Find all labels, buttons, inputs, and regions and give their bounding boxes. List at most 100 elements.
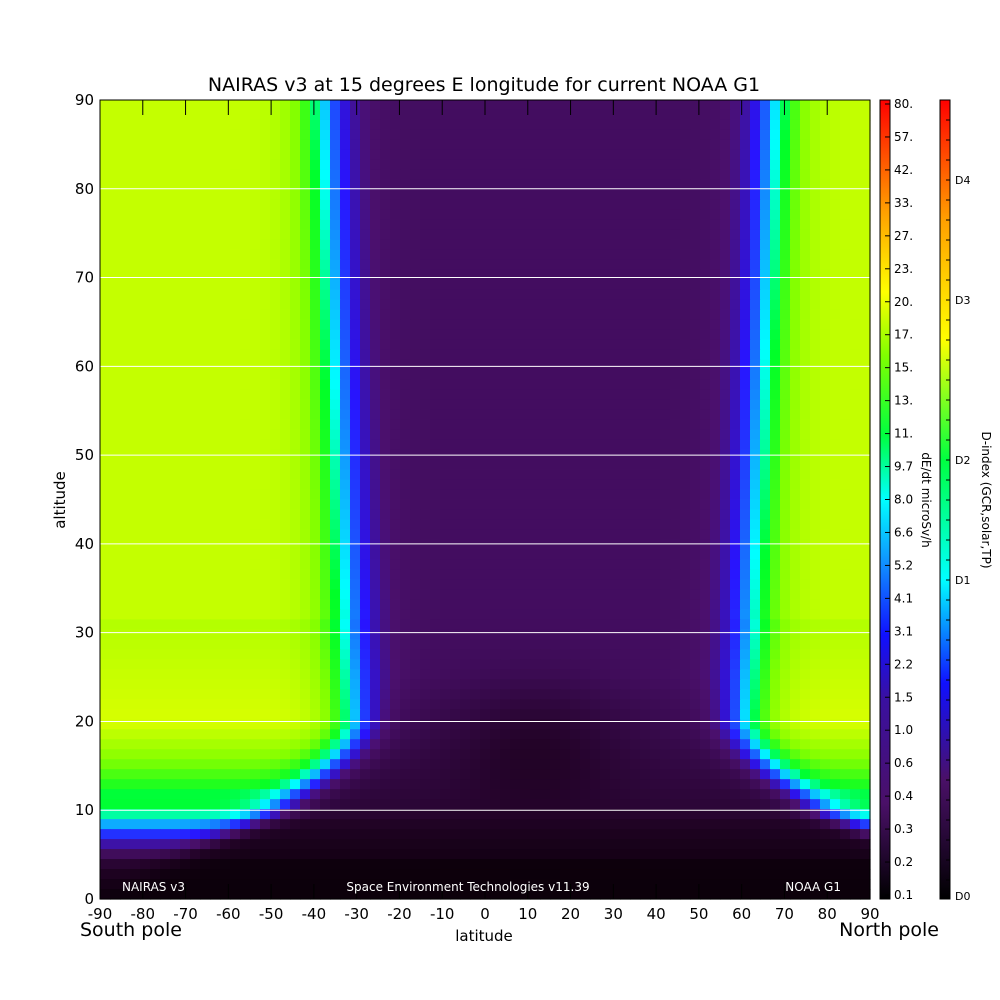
heatmap-cell bbox=[330, 279, 341, 291]
heatmap-cell bbox=[480, 419, 491, 431]
heatmap-cell bbox=[170, 659, 181, 670]
heatmap-cell bbox=[280, 519, 291, 531]
heatmap-cell bbox=[670, 269, 681, 281]
heatmap-cell bbox=[250, 179, 261, 191]
heatmap-cell bbox=[240, 299, 251, 311]
heatmap-cell bbox=[160, 309, 171, 321]
heatmap-cell bbox=[600, 349, 611, 361]
heatmap-cell bbox=[550, 559, 561, 571]
heatmap-cell bbox=[770, 719, 781, 730]
heatmap-cell bbox=[430, 129, 441, 141]
heatmap-cell bbox=[610, 609, 621, 620]
heatmap-cell bbox=[840, 189, 851, 201]
heatmap-cell bbox=[730, 529, 741, 541]
heatmap-cell bbox=[740, 359, 751, 371]
heatmap-cell bbox=[830, 229, 841, 241]
heatmap-cell bbox=[550, 599, 561, 610]
heatmap-cell bbox=[130, 649, 141, 660]
heatmap-cell bbox=[780, 379, 791, 391]
heatmap-cell bbox=[670, 119, 681, 131]
heatmap-cell bbox=[750, 479, 761, 491]
heatmap-cell bbox=[540, 209, 551, 221]
heatmap-cell bbox=[440, 409, 451, 421]
heatmap-cell bbox=[610, 139, 621, 151]
heatmap-cell bbox=[500, 139, 511, 151]
heatmap-cell bbox=[560, 639, 571, 650]
heatmap-cell bbox=[380, 399, 391, 411]
heatmap-cell bbox=[180, 259, 191, 271]
heatmap-cell bbox=[860, 649, 871, 660]
heatmap-cell bbox=[240, 539, 251, 551]
heatmap-cell bbox=[850, 679, 861, 690]
heatmap-cell bbox=[500, 339, 511, 351]
heatmap-cell bbox=[200, 119, 211, 131]
heatmap-cell bbox=[480, 719, 491, 730]
heatmap-cell bbox=[820, 569, 831, 580]
heatmap-cell bbox=[200, 259, 211, 271]
heatmap-cell bbox=[420, 369, 431, 381]
heatmap-cell bbox=[700, 569, 711, 580]
heatmap-cell bbox=[210, 139, 221, 151]
heatmap-cell bbox=[230, 599, 241, 610]
heatmap-cell bbox=[150, 359, 161, 371]
heatmap-cell bbox=[580, 229, 591, 241]
heatmap-cell bbox=[750, 349, 761, 361]
heatmap-cell bbox=[280, 499, 291, 511]
heatmap-cell bbox=[460, 579, 471, 590]
heatmap-cell bbox=[420, 239, 431, 251]
heatmap-cell bbox=[280, 599, 291, 610]
heatmap-cell bbox=[690, 249, 701, 261]
heatmap-cell bbox=[650, 409, 661, 421]
heatmap-cell bbox=[650, 309, 661, 321]
heatmap-cell bbox=[310, 509, 321, 521]
heatmap-cell bbox=[510, 589, 521, 600]
heatmap-cell bbox=[530, 100, 541, 111]
heatmap-cell bbox=[430, 239, 441, 251]
heatmap-cell bbox=[800, 369, 811, 381]
heatmap-cell bbox=[740, 239, 751, 251]
heatmap-cell bbox=[720, 159, 731, 171]
heatmap-cell bbox=[150, 299, 161, 311]
heatmap-cell bbox=[250, 329, 261, 341]
heatmap-cell bbox=[410, 549, 421, 561]
heatmap-cell bbox=[530, 529, 541, 541]
heatmap-cell bbox=[620, 269, 631, 281]
heatmap-cell bbox=[550, 719, 561, 730]
heatmap-cell bbox=[230, 259, 241, 271]
heatmap-cell bbox=[580, 509, 591, 521]
heatmap-cell bbox=[660, 469, 671, 481]
heatmap-cell bbox=[850, 339, 861, 351]
heatmap-cell bbox=[520, 429, 531, 441]
heatmap-cell bbox=[780, 329, 791, 341]
heatmap-cell bbox=[820, 359, 831, 371]
heatmap-cell bbox=[710, 409, 721, 421]
heatmap-cell bbox=[750, 379, 761, 391]
heatmap-cell bbox=[400, 659, 411, 670]
heatmap-cell bbox=[460, 369, 471, 381]
heatmap-cell bbox=[130, 289, 141, 301]
heatmap-cell bbox=[300, 229, 311, 241]
heatmap-cell bbox=[640, 709, 651, 720]
heatmap-cell bbox=[450, 719, 461, 730]
heatmap-cell bbox=[590, 619, 601, 630]
heatmap-cell bbox=[760, 129, 771, 141]
heatmap-cell bbox=[660, 419, 671, 431]
heatmap-cell bbox=[820, 409, 831, 421]
heatmap-cell bbox=[510, 129, 521, 141]
heatmap-cell bbox=[280, 439, 291, 451]
heatmap-cell bbox=[340, 579, 351, 590]
heatmap-cell bbox=[170, 599, 181, 610]
heatmap-cell bbox=[200, 199, 211, 211]
heatmap-cell bbox=[340, 139, 351, 151]
heatmap-cell bbox=[320, 509, 331, 521]
heatmap-cell bbox=[740, 529, 751, 541]
heatmap-cell bbox=[260, 349, 271, 361]
heatmap-cell bbox=[470, 419, 481, 431]
heatmap-cell bbox=[430, 489, 441, 501]
heatmap-cell bbox=[270, 299, 281, 311]
heatmap-cell bbox=[780, 549, 791, 561]
heatmap-cell bbox=[440, 419, 451, 431]
heatmap-cell bbox=[170, 249, 181, 261]
heatmap-cell bbox=[700, 319, 711, 331]
heatmap-cell bbox=[180, 649, 191, 660]
